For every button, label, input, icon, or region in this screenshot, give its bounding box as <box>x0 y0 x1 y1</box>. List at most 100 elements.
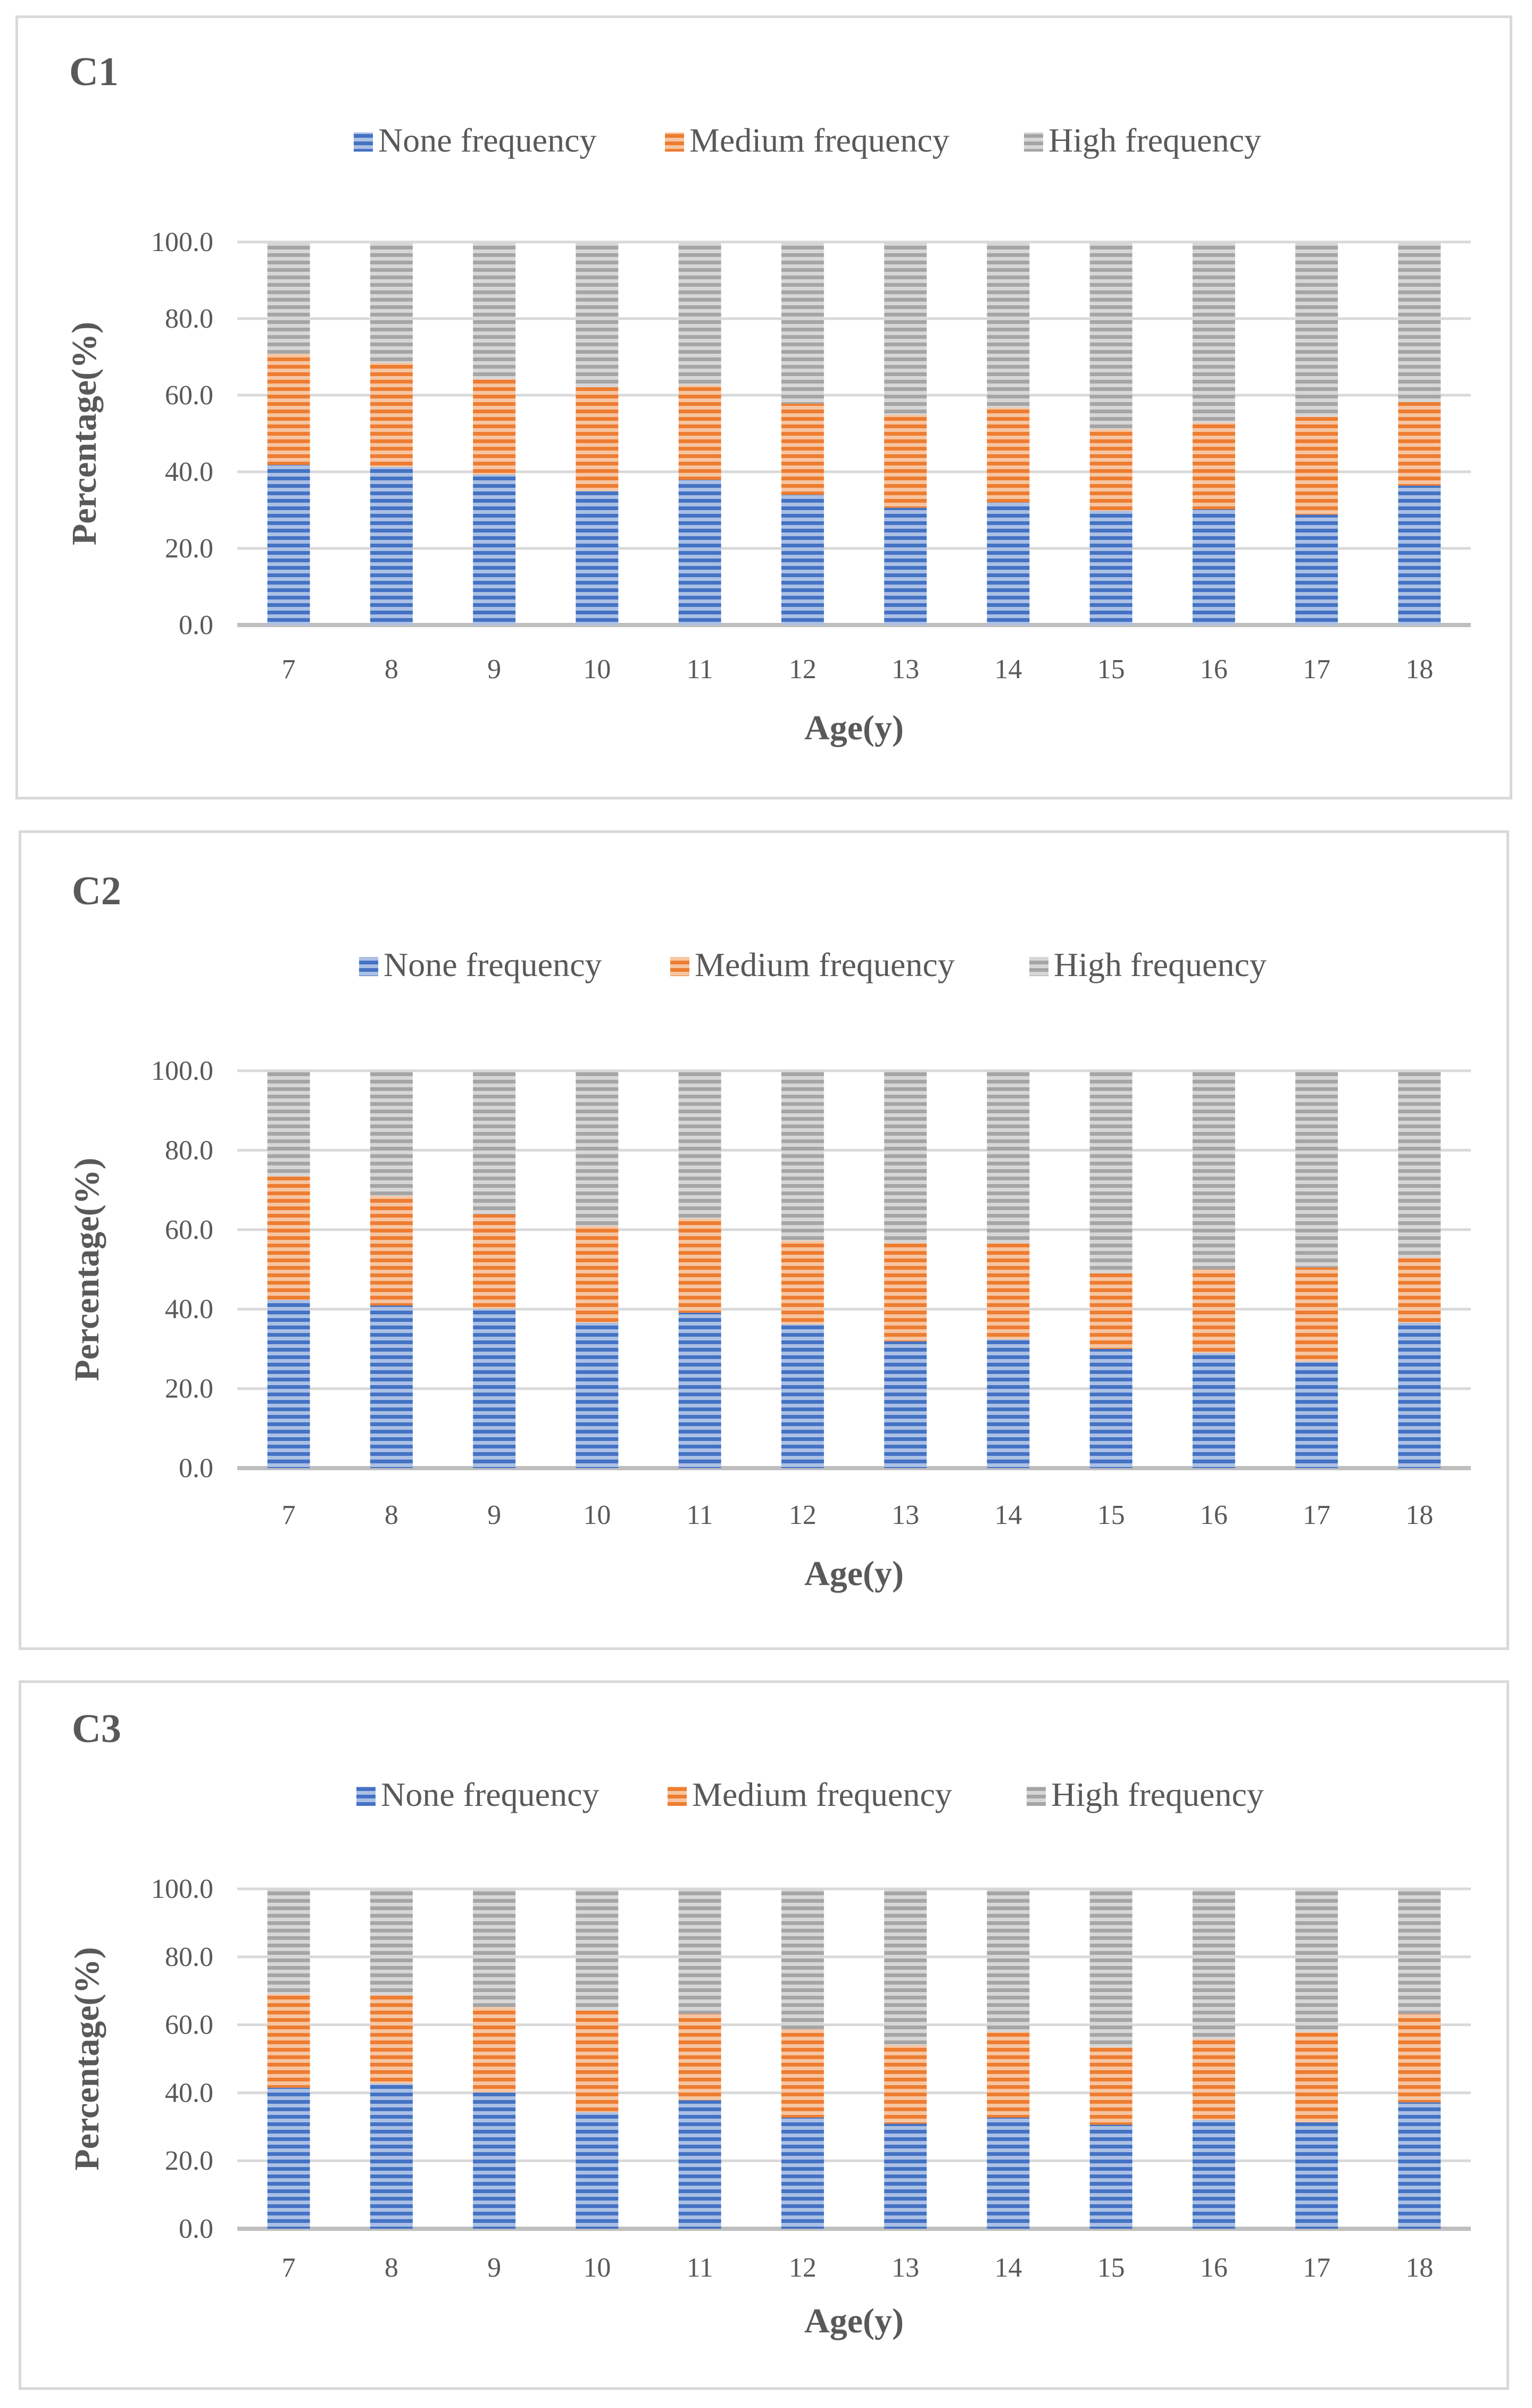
bar-none-age-17 <box>1295 2122 1338 2229</box>
bar-none-age-15 <box>1089 2124 1133 2229</box>
bar-high-age-18 <box>1398 1071 1441 1258</box>
y-tick-label: 0.0 <box>179 610 213 640</box>
bar-high-age-14 <box>987 242 1030 408</box>
bar-high-age-9 <box>473 1889 516 2007</box>
bar-medium-age-14 <box>987 2032 1030 2118</box>
x-tick-label: 9 <box>487 654 501 685</box>
x-tick-label: 10 <box>583 2253 611 2283</box>
bar-high-age-15 <box>1089 1889 1133 2047</box>
bar-none-age-18 <box>1398 485 1441 625</box>
bar-high-age-18 <box>1398 1889 1441 2014</box>
bar-medium-age-17 <box>1295 2032 1338 2122</box>
legend-item-high: High frequency <box>1029 946 1267 984</box>
y-tick-label: 60.0 <box>165 1215 213 1245</box>
chart-title: C3 <box>72 1706 121 1751</box>
bar-none-age-18 <box>1398 1322 1441 1468</box>
legend-swatch-none <box>359 957 378 976</box>
chart-c1: C1 None frequency Medium frequency High fre… <box>65 49 1471 747</box>
bar-none-age-10 <box>576 491 619 625</box>
x-tick-label: 14 <box>994 2253 1022 2283</box>
y-tick-label: 80.0 <box>165 1135 213 1165</box>
bar-high-age-7 <box>267 1889 310 1995</box>
chart-panel-c1 <box>15 15 1512 799</box>
bar-medium-age-13 <box>884 1243 927 1342</box>
bar-medium-age-16 <box>1192 2038 1235 2120</box>
x-tick-label: 15 <box>1097 1500 1125 1530</box>
bar-none-age-15 <box>1089 511 1133 625</box>
x-tick-label: 17 <box>1303 1500 1330 1530</box>
legend-item-none: None frequency <box>354 121 596 159</box>
y-tick-label: 20.0 <box>165 1374 213 1404</box>
bar-high-age-11 <box>678 1889 721 2014</box>
bar-medium-age-9 <box>473 1214 516 1309</box>
bar-high-age-9 <box>473 242 516 379</box>
y-axis-title: Percentage(%) <box>68 1157 106 1381</box>
bar-high-age-17 <box>1295 242 1338 417</box>
bar-none-age-13 <box>884 1341 927 1468</box>
bar-high-age-11 <box>678 242 721 386</box>
bar-medium-age-16 <box>1192 1269 1235 1353</box>
bar-high-age-15 <box>1089 242 1133 430</box>
y-tick-label: 40.0 <box>165 457 213 487</box>
bar-high-age-16 <box>1192 242 1235 423</box>
bar-high-age-8 <box>370 242 413 363</box>
bar-high-age-14 <box>987 1071 1030 1244</box>
bar-none-age-7 <box>267 1300 310 1468</box>
x-tick-label: 11 <box>687 1500 713 1530</box>
bar-none-age-13 <box>884 2123 927 2229</box>
x-tick-label: 16 <box>1200 654 1228 685</box>
bar-medium-age-18 <box>1398 2014 1441 2103</box>
bar-medium-age-8 <box>370 362 413 467</box>
bar-high-age-12 <box>781 242 824 404</box>
legend-swatch-none <box>356 1787 376 1806</box>
x-tick-label: 15 <box>1097 2253 1125 2283</box>
bar-none-age-11 <box>678 480 721 625</box>
bar-medium-age-9 <box>473 379 516 475</box>
legend-swatch-medium <box>670 957 689 976</box>
bar-medium-age-8 <box>370 1196 413 1306</box>
bar-none-age-8 <box>370 466 413 625</box>
chart-title: C1 <box>69 49 119 94</box>
bar-high-age-12 <box>781 1889 824 2029</box>
bar-none-age-12 <box>781 2118 824 2229</box>
bar-high-age-13 <box>884 1889 927 2045</box>
bar-medium-age-12 <box>781 1240 824 1324</box>
y-axis-title: Percentage(%) <box>68 1947 106 2170</box>
legend-swatch-high <box>1024 132 1043 152</box>
y-tick-label: 100.0 <box>151 227 213 257</box>
legend-swatch-medium <box>665 132 684 152</box>
chart-panel-c2 <box>19 830 1509 1650</box>
x-axis-title: Age(y) <box>804 1554 904 1593</box>
legend-label: None frequency <box>381 1776 599 1813</box>
bar-none-age-16 <box>1192 2120 1235 2229</box>
x-tick-label: 9 <box>487 2253 501 2283</box>
bar-medium-age-13 <box>884 2045 927 2124</box>
x-tick-label: 14 <box>994 654 1022 685</box>
x-tick-label: 17 <box>1303 654 1330 685</box>
bar-none-age-14 <box>987 2118 1030 2229</box>
bar-high-age-18 <box>1398 242 1441 402</box>
legend-item-none: None frequency <box>356 1776 599 1813</box>
chart-c2: C2 None frequency Medium frequency High fre… <box>68 869 1471 1593</box>
y-tick-label: 0.0 <box>179 1453 213 1484</box>
bar-medium-age-14 <box>987 1243 1030 1339</box>
y-tick-label: 100.0 <box>151 1056 213 1086</box>
x-tick-label: 13 <box>892 1500 919 1530</box>
bar-medium-age-12 <box>781 403 824 495</box>
legend-label: Medium frequency <box>689 121 950 159</box>
bar-medium-age-13 <box>884 414 927 508</box>
x-tick-label: 18 <box>1405 1500 1433 1530</box>
bar-high-age-10 <box>576 1889 619 2011</box>
x-tick-label: 12 <box>789 2253 817 2283</box>
legend-item-high: High frequency <box>1024 121 1261 159</box>
bar-high-age-10 <box>576 242 619 387</box>
x-tick-label: 16 <box>1200 2253 1228 2283</box>
y-tick-label: 40.0 <box>165 1294 213 1324</box>
x-tick-label: 11 <box>687 2253 713 2283</box>
legend-swatch-none <box>354 132 373 152</box>
bar-none-age-17 <box>1295 1361 1338 1468</box>
x-tick-label: 8 <box>385 654 398 685</box>
bar-none-age-9 <box>473 1309 516 1468</box>
bar-high-age-7 <box>267 242 310 354</box>
bar-medium-age-10 <box>576 1226 619 1323</box>
